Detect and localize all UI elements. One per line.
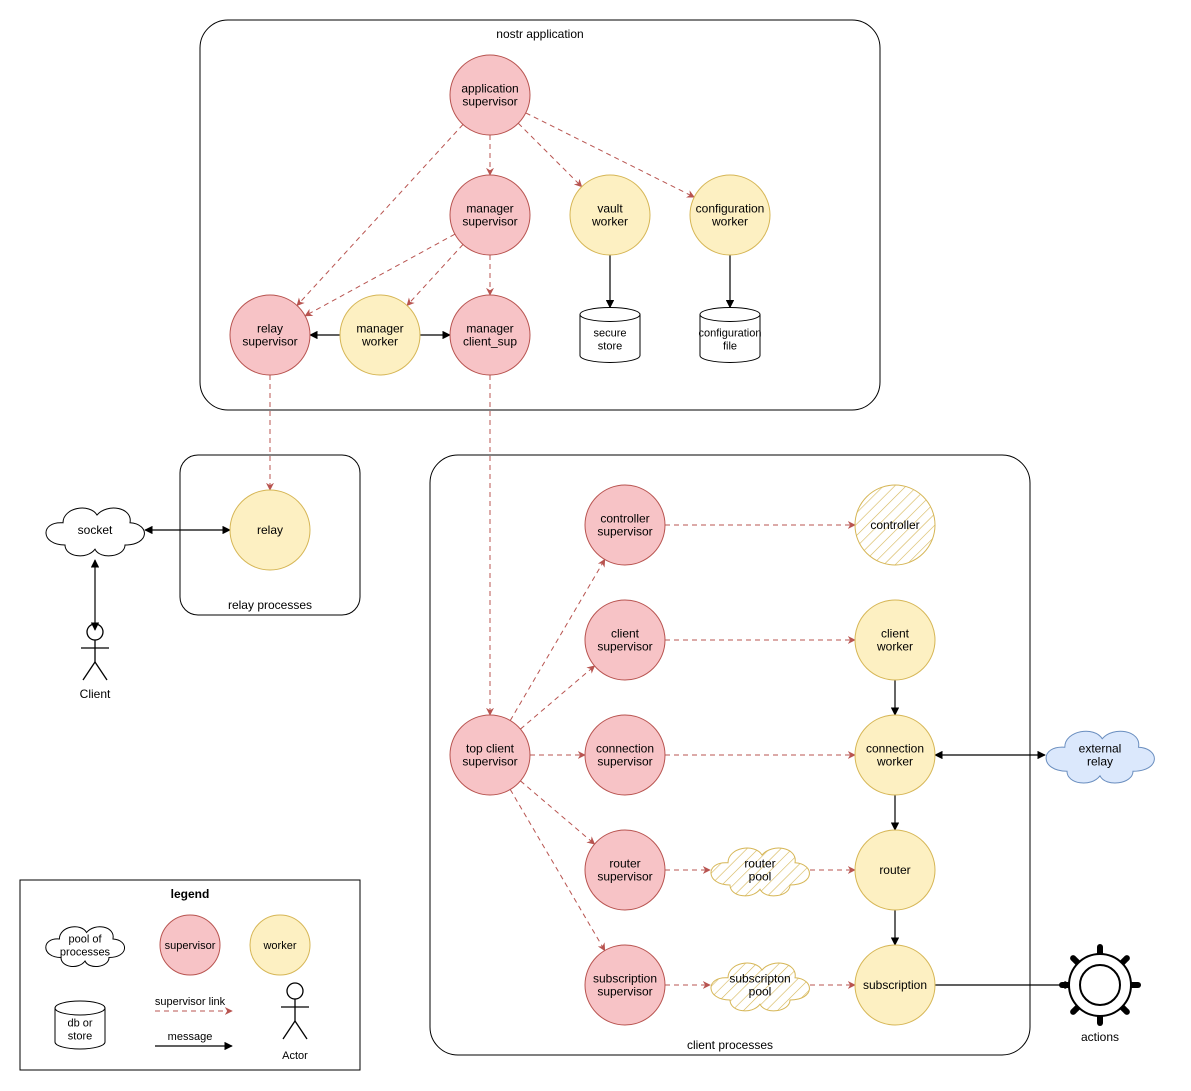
svg-text:pool of: pool of bbox=[68, 934, 102, 946]
node-conn_sup: connectionsupervisor bbox=[585, 715, 665, 795]
svg-text:router: router bbox=[744, 857, 775, 871]
svg-text:Client: Client bbox=[80, 687, 111, 701]
edge-app_sup-relay_sup bbox=[297, 124, 463, 305]
edge-app_sup-vault_worker bbox=[518, 123, 581, 186]
node-sub_w: subscription bbox=[855, 945, 935, 1025]
svg-text:supervisor: supervisor bbox=[462, 755, 517, 769]
svg-text:router: router bbox=[879, 863, 910, 877]
legend-contents: pool ofprocesses supervisor worker db orsto… bbox=[46, 915, 310, 1062]
svg-text:supervisor: supervisor bbox=[597, 525, 652, 539]
svg-text:pool: pool bbox=[749, 985, 772, 999]
svg-text:relay processes: relay processes bbox=[228, 598, 312, 612]
svg-text:supervisor: supervisor bbox=[462, 95, 517, 109]
svg-text:subscripton: subscripton bbox=[729, 972, 790, 986]
svg-text:router: router bbox=[609, 857, 640, 871]
node-mgr_worker: managerworker bbox=[340, 295, 420, 375]
svg-text:external: external bbox=[1079, 742, 1122, 756]
svg-text:supervisor: supervisor bbox=[242, 335, 297, 349]
svg-text:relay: relay bbox=[257, 322, 283, 336]
node-mgr_sup: managersupervisor bbox=[450, 175, 530, 255]
node-client_w: clientworker bbox=[855, 600, 935, 680]
svg-text:manager: manager bbox=[356, 322, 403, 336]
svg-text:supervisor: supervisor bbox=[165, 940, 216, 952]
node-config_worker: configurationworker bbox=[690, 175, 770, 255]
node-secure_store: securestore bbox=[580, 308, 640, 363]
node-app_sup: applicationsupervisor bbox=[450, 55, 530, 135]
svg-text:socket: socket bbox=[78, 523, 113, 537]
svg-text:pool: pool bbox=[749, 870, 772, 884]
node-ctrl_sup: controllersupervisor bbox=[585, 485, 665, 565]
node-top_client_sup: top clientsupervisor bbox=[450, 715, 530, 795]
svg-text:worker: worker bbox=[876, 640, 913, 654]
svg-text:relay: relay bbox=[257, 523, 283, 537]
node-config_file: configurationfile bbox=[699, 308, 762, 363]
node-router_w: router bbox=[855, 830, 935, 910]
svg-text:client: client bbox=[611, 627, 640, 641]
svg-text:legend: legend bbox=[171, 887, 210, 901]
svg-text:store: store bbox=[68, 1031, 92, 1043]
svg-text:supervisor link: supervisor link bbox=[155, 996, 226, 1008]
svg-text:worker: worker bbox=[711, 215, 748, 229]
svg-text:supervisor: supervisor bbox=[597, 985, 652, 999]
svg-text:worker: worker bbox=[591, 215, 628, 229]
diagram-canvas: nostr application relay processes client p… bbox=[0, 0, 1191, 1091]
node-controller_w: controller bbox=[855, 485, 935, 565]
svg-text:supervisor: supervisor bbox=[597, 870, 652, 884]
node-socket: socket bbox=[46, 508, 144, 556]
node-relay: relay bbox=[230, 490, 310, 570]
node-sub_pool: subscriptonpool bbox=[711, 963, 809, 1011]
svg-text:worker: worker bbox=[361, 335, 398, 349]
svg-text:configuration: configuration bbox=[696, 202, 765, 216]
svg-text:connection: connection bbox=[866, 742, 924, 756]
node-actions: actions bbox=[1062, 947, 1138, 1044]
svg-text:subscription: subscription bbox=[863, 978, 927, 992]
svg-text:Actor: Actor bbox=[282, 1050, 308, 1062]
node-conn_w: connectionworker bbox=[855, 715, 935, 795]
svg-text:vault: vault bbox=[597, 202, 623, 216]
svg-text:controller: controller bbox=[870, 518, 919, 532]
svg-text:supervisor: supervisor bbox=[597, 755, 652, 769]
svg-text:worker: worker bbox=[262, 940, 296, 952]
node-mgr_client: managerclient_sup bbox=[450, 295, 530, 375]
svg-text:top client: top client bbox=[466, 742, 515, 756]
svg-text:actions: actions bbox=[1081, 1030, 1119, 1044]
node-ext_relay: externalrelay bbox=[1046, 731, 1154, 783]
svg-text:store: store bbox=[598, 341, 622, 353]
node-client_sup: clientsupervisor bbox=[585, 600, 665, 680]
svg-text:manager: manager bbox=[466, 322, 513, 336]
svg-text:secure: secure bbox=[593, 328, 626, 340]
svg-text:relay: relay bbox=[1087, 755, 1113, 769]
svg-text:connection: connection bbox=[596, 742, 654, 756]
edge-mgr_sup-mgr_worker bbox=[407, 244, 463, 305]
svg-text:client processes: client processes bbox=[687, 1038, 773, 1052]
svg-text:manager: manager bbox=[466, 202, 513, 216]
nodes: applicationsupervisormanagersupervisorva… bbox=[46, 55, 1154, 1044]
edge-top_client_sup-router_sup bbox=[520, 781, 594, 844]
svg-text:db or: db or bbox=[67, 1018, 92, 1030]
svg-text:message: message bbox=[168, 1031, 213, 1043]
svg-text:supervisor: supervisor bbox=[597, 640, 652, 654]
node-router_sup: routersupervisor bbox=[585, 830, 665, 910]
svg-text:file: file bbox=[723, 341, 737, 353]
svg-text:subscription: subscription bbox=[593, 972, 657, 986]
svg-text:controller: controller bbox=[600, 512, 649, 526]
edge-top_client_sup-client_sup bbox=[520, 666, 594, 729]
svg-text:worker: worker bbox=[876, 755, 913, 769]
node-relay_sup: relaysupervisor bbox=[230, 295, 310, 375]
svg-text:supervisor: supervisor bbox=[462, 215, 517, 229]
svg-text:nostr application: nostr application bbox=[496, 27, 583, 41]
node-vault_worker: vaultworker bbox=[570, 175, 650, 255]
node-router_pool: routerpool bbox=[711, 848, 809, 896]
svg-text:configuration: configuration bbox=[699, 328, 762, 340]
svg-text:client: client bbox=[881, 627, 910, 641]
svg-text:application: application bbox=[461, 82, 518, 96]
node-client_actor: Client bbox=[80, 624, 111, 701]
node-sub_sup: subscriptionsupervisor bbox=[585, 945, 665, 1025]
svg-text:processes: processes bbox=[60, 947, 111, 959]
svg-text:client_sup: client_sup bbox=[463, 335, 517, 349]
